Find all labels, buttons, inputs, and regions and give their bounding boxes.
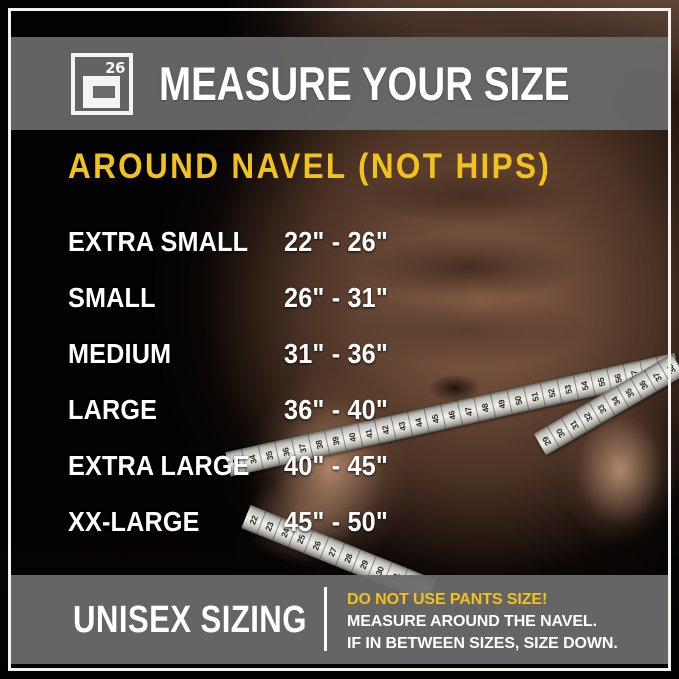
size-range-value: 22" - 26" [284, 226, 388, 257]
header-band: 26 MEASURE YOUR SIZE [11, 37, 668, 130]
footer-note-line-2: MEASURE AROUND THE NAVEL. [347, 613, 597, 631]
tape-tick-label: 54 [578, 380, 591, 391]
size-label: MEDIUM [68, 338, 172, 369]
table-row: EXTRA LARGE 40" - 45" [68, 438, 468, 494]
table-row: XX-LARGE 45" - 50" [68, 494, 468, 550]
size-label: LARGE [68, 394, 158, 425]
size-range-value: 26" - 31" [284, 282, 388, 313]
size-label: SMALL [68, 282, 156, 313]
size-range-value: 31" - 36" [284, 338, 388, 369]
tape-tick-label: 35 [623, 386, 637, 400]
unisex-sizing-label: UNISEX SIZING [73, 598, 307, 641]
tape-tick-label: 37 [650, 370, 664, 384]
table-row: MEDIUM 31" - 36" [68, 326, 468, 382]
size-range-value: 40" - 45" [284, 450, 388, 481]
tape-tick-label: 53 [561, 383, 574, 395]
tape-tick-label: 28 [341, 551, 355, 564]
tape-tick-label: 29 [539, 434, 554, 448]
tape-tick-label: 51 [528, 391, 541, 402]
size-label: EXTRA LARGE [68, 450, 250, 481]
tape-tick-label: 52 [545, 387, 557, 399]
size-label: EXTRA SMALL [68, 226, 249, 257]
footer-divider [324, 587, 327, 651]
table-row: SMALL 26" - 31" [68, 270, 468, 326]
footer-note-line-3: IF IN BETWEEN SIZES, SIZE DOWN. [347, 635, 618, 653]
tape-tick-label: 48 [478, 402, 491, 413]
page-title: MEASURE YOUR SIZE [159, 57, 570, 110]
tape-tick-label: 30 [553, 426, 567, 440]
table-row: EXTRA SMALL 22" - 26" [68, 214, 468, 270]
footer-note-warning: DO NOT USE PANTS SIZE! [347, 591, 548, 608]
tape-tick-label: 32 [581, 410, 595, 424]
measurement-instruction-subtitle: AROUND NAVEL (NOT HIPS) [68, 147, 552, 186]
e26-logo-icon: 26 [71, 52, 133, 115]
size-range-value: 45" - 50" [284, 506, 388, 537]
logo-e-notch [93, 85, 115, 98]
tape-tick-label: 49 [495, 398, 508, 410]
tape-tick-label: 34 [609, 394, 623, 408]
footer-notes: DO NOT USE PANTS SIZE! MEASURE AROUND TH… [347, 589, 618, 655]
tape-tick-label: 31 [567, 418, 581, 432]
tape-tick-label: 36 [636, 378, 651, 392]
size-table: EXTRA SMALL 22" - 26" SMALL 26" - 31" ME… [68, 214, 468, 550]
logo-superscript-26: 26 [105, 58, 125, 77]
tape-tick-label: 50 [512, 394, 524, 406]
tape-tick-label: 33 [595, 402, 609, 416]
tape-tick-label: 38 [664, 362, 678, 376]
size-range-value: 36" - 40" [284, 394, 388, 425]
table-row: LARGE 36" - 40" [68, 382, 468, 438]
size-label: XX-LARGE [68, 506, 200, 537]
footer-band: UNISEX SIZING DO NOT USE PANTS SIZE! MEA… [11, 575, 668, 664]
tape-tick-label: 55 [595, 376, 607, 388]
tape-tick-label: 29 [357, 558, 371, 571]
